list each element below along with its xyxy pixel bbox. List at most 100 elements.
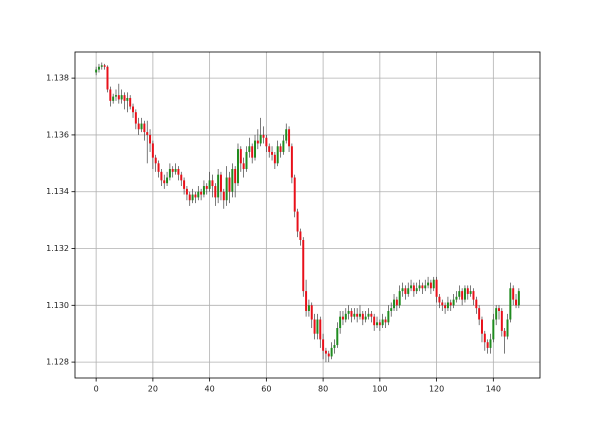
candle-body — [265, 137, 268, 147]
candle-body — [412, 285, 415, 292]
candle-body — [512, 288, 515, 300]
candle-body — [421, 285, 424, 289]
candle-body — [242, 163, 245, 169]
candle-body — [231, 168, 234, 192]
candle-body — [307, 305, 310, 311]
candle-body — [290, 146, 293, 178]
y-tick-label: 1.128 — [46, 358, 69, 367]
candle-body — [299, 231, 302, 240]
candle-body — [483, 333, 486, 343]
candle-body — [293, 177, 296, 212]
candle-body — [208, 180, 211, 189]
candle-body — [503, 330, 506, 337]
candle-body — [160, 171, 163, 181]
candle-body — [509, 288, 512, 320]
candle-body — [330, 347, 333, 357]
candle-body — [364, 316, 367, 320]
candle-body — [310, 305, 313, 320]
candle-body — [157, 163, 160, 172]
candle-body — [376, 322, 379, 326]
candle-body — [446, 302, 449, 309]
candle-body — [140, 123, 143, 130]
candle-body — [256, 140, 259, 144]
candle-body — [492, 319, 495, 340]
candle-body — [370, 313, 373, 317]
candle-body — [444, 305, 447, 309]
x-tick-label: 100 — [372, 385, 387, 394]
candle-body — [478, 308, 481, 320]
candle-body — [302, 239, 305, 292]
candle-body — [97, 66, 100, 70]
candle-body — [336, 328, 339, 346]
y-tick-label: 1.134 — [46, 187, 69, 196]
candle-body — [123, 95, 126, 101]
candle-body — [381, 319, 384, 326]
candle-body — [378, 322, 381, 326]
candle-body — [205, 186, 208, 189]
candle-body — [515, 299, 518, 306]
candle-body — [367, 313, 370, 317]
candle-body — [180, 174, 183, 181]
candle-body — [324, 350, 327, 354]
x-tick-label: 120 — [429, 385, 444, 394]
candle-body — [401, 288, 404, 292]
candle-body — [211, 180, 214, 187]
candle-body — [174, 168, 177, 172]
candle-body — [427, 282, 430, 286]
candle-body — [387, 310, 390, 323]
y-tick-label: 1.136 — [46, 130, 69, 139]
candle-body — [154, 157, 157, 164]
candle-body — [333, 345, 336, 348]
candle-body — [117, 95, 120, 100]
candle-body — [500, 310, 503, 331]
candle-body — [251, 146, 254, 158]
x-tick-label: 60 — [261, 385, 271, 394]
candle-body — [339, 316, 342, 329]
x-tick-label: 40 — [205, 385, 215, 394]
candle-body — [486, 342, 489, 348]
candle-body — [441, 302, 444, 306]
candle-body — [217, 174, 220, 198]
candle-body — [449, 302, 452, 306]
candle-body — [469, 291, 472, 294]
candle-body — [466, 288, 469, 294]
candle-body — [455, 296, 458, 300]
candle-body — [225, 177, 228, 201]
candle-body — [137, 123, 140, 130]
candle-body — [472, 291, 475, 300]
candle-body — [239, 149, 242, 164]
candle-body — [273, 154, 276, 164]
plot-frame — [74, 51, 541, 379]
candle-body — [262, 134, 265, 138]
candle-body — [506, 319, 509, 337]
candle-body — [103, 65, 106, 67]
candle-body — [112, 96, 115, 101]
candle-body — [495, 308, 498, 320]
candle-body — [415, 288, 418, 292]
candle-body — [452, 299, 455, 306]
candle-body — [489, 339, 492, 348]
x-tick-label: 0 — [94, 385, 99, 394]
candle-body — [410, 285, 413, 289]
candle-body — [353, 313, 356, 317]
candle-body — [268, 146, 271, 152]
x-tick-label: 20 — [148, 385, 158, 394]
candle-body — [194, 194, 197, 198]
candle-body — [106, 66, 109, 90]
candle-body — [398, 291, 401, 306]
candle-body — [341, 316, 344, 320]
candle-body — [305, 291, 308, 311]
candle-body — [95, 69, 98, 73]
candle-body — [282, 140, 285, 152]
candle-body — [185, 188, 188, 195]
candle-body — [254, 140, 257, 158]
candle-body — [285, 129, 288, 141]
candle-body — [202, 186, 205, 195]
candle-body — [288, 129, 291, 147]
candle-body — [432, 279, 435, 289]
x-tick-label: 140 — [486, 385, 501, 394]
candle-body — [222, 191, 225, 201]
candle-body — [418, 285, 421, 289]
candle-body — [236, 149, 239, 184]
